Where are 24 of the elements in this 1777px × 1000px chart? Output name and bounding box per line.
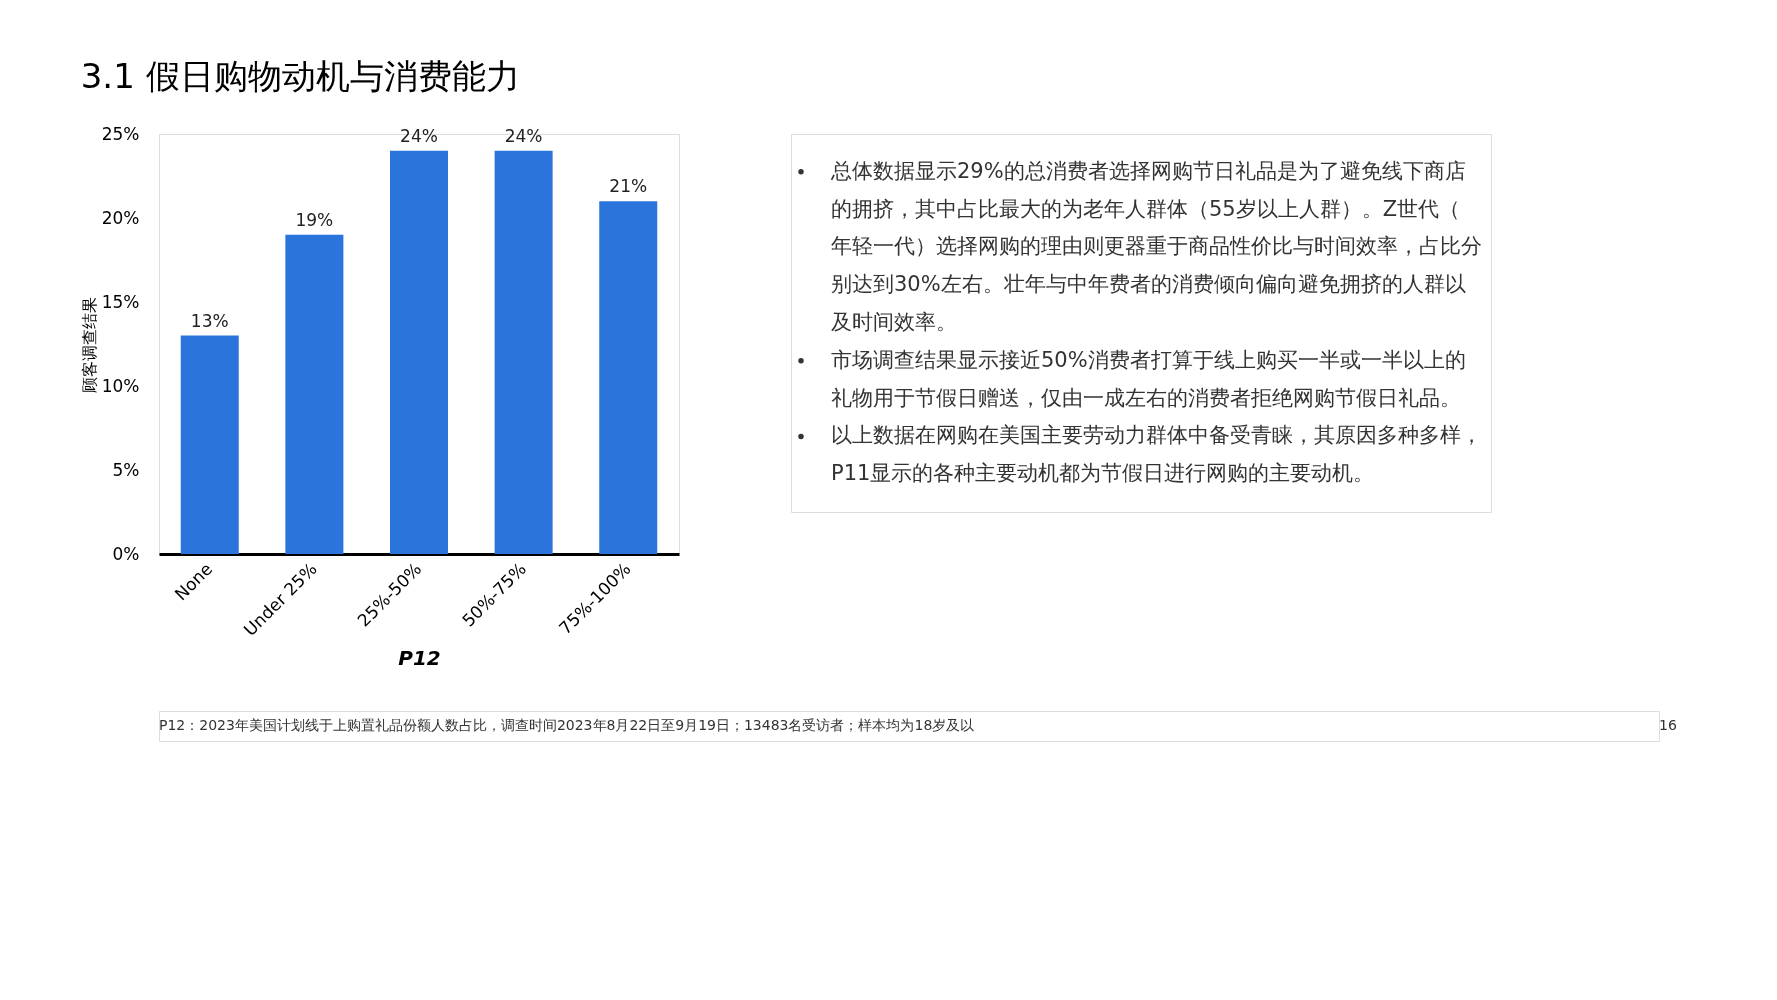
data-label: 13% bbox=[190, 310, 229, 331]
bar bbox=[390, 150, 448, 554]
y-axis-title: 顾客调查结果 bbox=[79, 296, 99, 393]
y-tick-label: 0% bbox=[112, 543, 140, 564]
bar bbox=[599, 201, 658, 554]
data-label: 24% bbox=[504, 125, 543, 146]
text: 16 bbox=[1659, 717, 1677, 733]
y-tick-label: 25% bbox=[101, 123, 140, 144]
y-tick-label: 5% bbox=[112, 459, 140, 480]
y-tick-label: 10% bbox=[101, 375, 140, 396]
bar bbox=[285, 234, 344, 554]
bar bbox=[494, 150, 553, 554]
data-label: 19% bbox=[295, 209, 334, 230]
text: 以上数据在网购在美国主要劳动力群体中备受青睐，其原因多种多样，P11显示的各种主要动机都为节假日进行网购的主要动机。 bbox=[831, 423, 1482, 486]
bar bbox=[180, 335, 239, 554]
text: 市场调查结果显示接近50%消费者打算于线上购买一半或一半以上的礼物用于节假日赠送，仅由一成左右的消费者拒绝网购节假日礼品。 bbox=[831, 347, 1466, 410]
data-label: 21% bbox=[609, 176, 648, 197]
x-axis-title: P12 bbox=[398, 646, 441, 671]
y-tick-label: 20% bbox=[101, 207, 140, 228]
text: P12：2023年美国计划线于上购置礼品份额人数占比，调查时间2023年8月22日至9月19日；13483名受访者；样本均为18岁及以 bbox=[159, 717, 975, 733]
chart-title: 3.1 假日购物动机与消费能力 bbox=[80, 55, 520, 96]
y-tick-label: 15% bbox=[101, 291, 140, 312]
text: 总体数据显示29%的总消费者选择网购节日礼品是为了避免线下商店的拥挤，其中占比最大的为老年人群体（55岁以上人群）。Z世代（年轻一代）选择网购的理由则更器重于商品性价比与时间效率，占比分别达到30%左右。壮年与中年费者的消费倾向偏向避免拥挤的人群以及时间效率。 bbox=[830, 158, 1482, 334]
data-label: 24% bbox=[400, 125, 438, 146]
